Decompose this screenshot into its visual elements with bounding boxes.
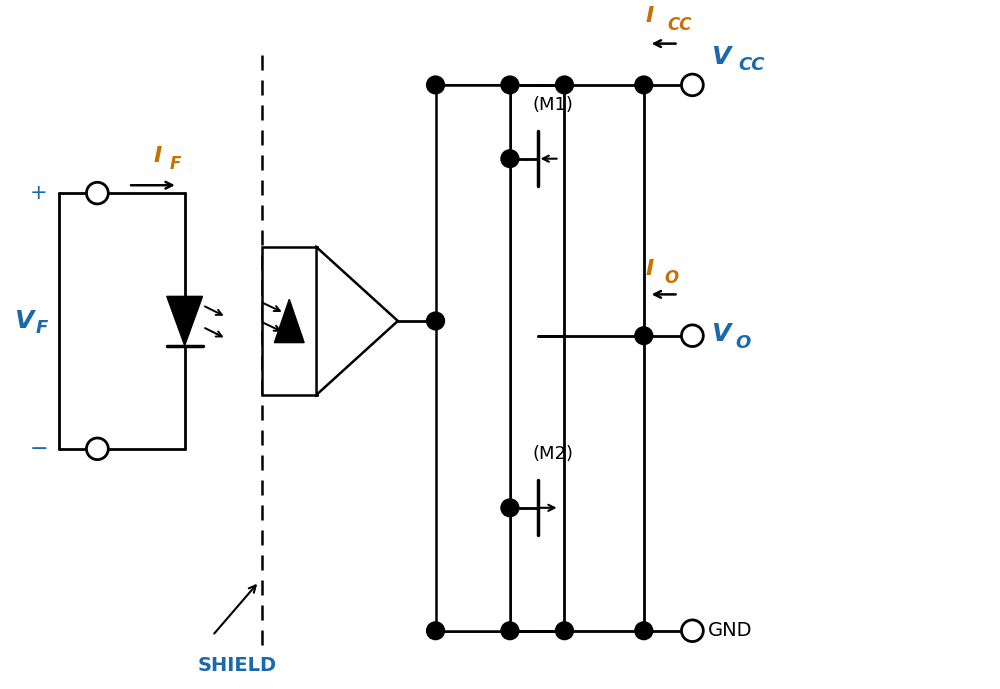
Circle shape (501, 499, 519, 517)
Text: +: + (30, 183, 48, 203)
Text: CC: CC (668, 16, 692, 34)
Circle shape (427, 622, 444, 639)
Polygon shape (274, 299, 304, 342)
Circle shape (635, 76, 653, 94)
Circle shape (681, 325, 703, 347)
Circle shape (427, 76, 444, 94)
Circle shape (681, 620, 703, 641)
Circle shape (501, 76, 519, 94)
Bar (436, 85, 510, 630)
Circle shape (635, 327, 653, 344)
Text: −: − (30, 439, 48, 459)
Text: F: F (170, 154, 181, 173)
Polygon shape (317, 247, 398, 395)
Text: V: V (711, 322, 731, 346)
Polygon shape (167, 296, 203, 346)
Text: I: I (646, 259, 654, 279)
Text: (M1): (M1) (533, 96, 574, 114)
Text: (M2): (M2) (533, 444, 574, 463)
Bar (262, 247, 317, 395)
Text: V: V (711, 45, 731, 70)
Text: F: F (36, 319, 48, 337)
Circle shape (501, 622, 519, 639)
Text: GND: GND (708, 621, 753, 640)
Circle shape (635, 622, 653, 639)
Text: I: I (154, 146, 162, 166)
Text: SHIELD: SHIELD (198, 656, 277, 675)
Text: O: O (665, 269, 679, 287)
Circle shape (556, 622, 573, 639)
Text: V: V (14, 309, 34, 333)
Circle shape (681, 74, 703, 96)
Text: O: O (735, 333, 750, 351)
Circle shape (86, 183, 108, 204)
Circle shape (86, 438, 108, 460)
Circle shape (501, 150, 519, 167)
Circle shape (427, 312, 444, 330)
Text: I: I (646, 6, 654, 26)
Text: CC: CC (738, 56, 765, 74)
Circle shape (556, 76, 573, 94)
